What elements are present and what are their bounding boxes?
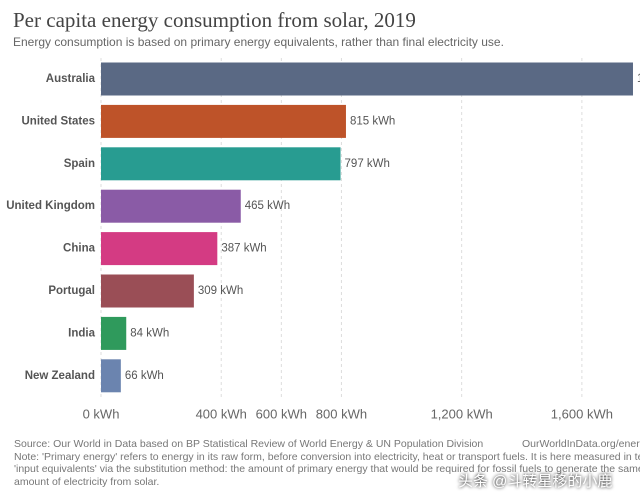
chart-subtitle: Energy consumption is based on primary e…	[13, 35, 504, 49]
note-line: 'input equivalents' via the substitution…	[14, 463, 640, 475]
x-tick-label: 400 kWh	[196, 406, 247, 421]
value-label: 1,770 kWh	[637, 73, 640, 85]
bar	[101, 147, 341, 181]
bar	[101, 316, 127, 350]
watermark: 头条 @斗转星移的小鹿	[458, 473, 613, 490]
source: Source: Our World in Data based on BP St…	[14, 438, 484, 450]
note-line: Note: 'Primary energy' refers to energy …	[14, 450, 640, 463]
y-tick-label: Spain	[64, 158, 95, 170]
site: OurWorldInData.org/energy	[522, 438, 640, 450]
chart-title: Per capita energy consumption from solar…	[13, 8, 416, 32]
value-label: 309 kWh	[198, 285, 243, 297]
value-label: 797 kWh	[345, 158, 390, 170]
value-label: 66 kWh	[125, 370, 164, 382]
y-tick-label: Portugal	[48, 285, 95, 297]
bar	[101, 104, 346, 138]
y-tick-label: United States	[22, 115, 96, 127]
bar	[101, 359, 121, 393]
note-line: amount of electricity from solar.	[14, 475, 160, 488]
y-tick-label: China	[63, 243, 96, 255]
bar	[101, 62, 633, 96]
x-tick-label: 800 kWh	[316, 406, 367, 421]
y-tick-label: India	[68, 327, 95, 339]
y-tick-label: United Kingdom	[6, 200, 95, 212]
value-label: 815 kWh	[350, 115, 395, 127]
x-tick-label: 1,600 kWh	[551, 406, 613, 421]
bar	[101, 189, 241, 223]
value-label: 84 kWh	[130, 327, 169, 339]
x-tick-label: 600 kWh	[256, 406, 307, 421]
bar	[101, 274, 194, 308]
x-tick-label: 0 kWh	[83, 406, 120, 421]
value-label: 465 kWh	[245, 200, 290, 212]
bar	[101, 232, 218, 266]
y-tick-label: New Zealand	[25, 370, 95, 382]
y-tick-label: Australia	[46, 73, 96, 85]
x-tick-label: 1,200 kWh	[431, 406, 493, 421]
value-label: 387 kWh	[221, 243, 266, 255]
footer: Source: Our World in Data based on BP St…	[14, 438, 640, 488]
